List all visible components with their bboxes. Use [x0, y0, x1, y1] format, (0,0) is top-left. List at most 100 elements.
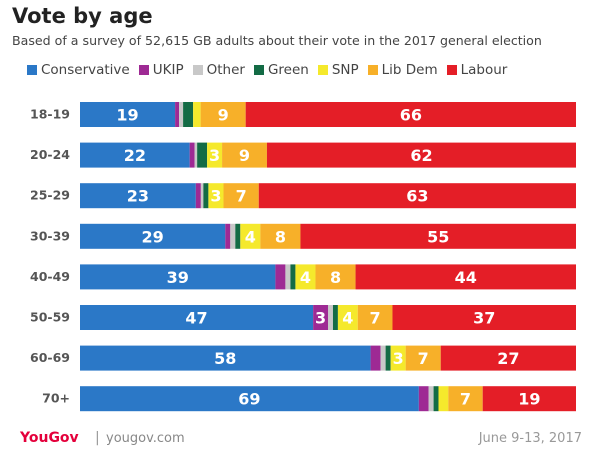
category-label: 60-69	[30, 350, 70, 365]
bar-segment-ukip	[418, 386, 429, 412]
legend-item-snp: SNP	[317, 62, 359, 78]
data-label: 4	[245, 227, 256, 246]
footer-separator: |	[95, 430, 100, 446]
bar-segment-conservative	[80, 305, 314, 330]
bar-segment-labour	[245, 102, 577, 127]
bar-segment-snp	[438, 386, 449, 412]
data-label: 4	[300, 268, 311, 287]
legend-label: Green	[267, 62, 309, 78]
bar-segment-green	[183, 102, 194, 127]
data-label: 9	[218, 106, 229, 125]
data-label: 27	[497, 349, 519, 368]
legend-item-ukip: UKIP	[138, 62, 184, 78]
legend-label: Other	[206, 62, 245, 78]
bar-segment-conservative	[80, 142, 190, 168]
bar-segment-green	[385, 345, 391, 371]
bar-segment-labour	[355, 264, 576, 290]
bar-segment-green	[235, 223, 241, 249]
bar-segment-conservative	[80, 264, 276, 290]
bar-segment-snp	[207, 142, 223, 168]
data-label: 23	[127, 187, 149, 206]
bar-segment-other	[194, 142, 198, 168]
data-label: 58	[214, 349, 236, 368]
category-label: 20-24	[30, 147, 70, 162]
data-label: 9	[239, 146, 250, 165]
data-label: 63	[406, 187, 428, 206]
data-label: 3	[210, 187, 221, 206]
bar-segment-conservative	[80, 386, 419, 412]
bar-segment-conservative	[80, 223, 226, 249]
bar-segment-ukip	[189, 142, 195, 168]
bar-segment-labour	[440, 345, 576, 371]
bar-segment-conservative	[80, 102, 176, 127]
data-label: 19	[518, 390, 540, 409]
bar-segment-other	[428, 386, 434, 412]
bar-segment-other	[200, 183, 204, 209]
bar-segment-lib-dem	[448, 386, 483, 412]
data-label: 55	[427, 227, 449, 246]
category-label: 40-49	[30, 269, 70, 284]
bar-segment-lib-dem	[357, 305, 393, 330]
bar-segment-lib-dem	[223, 183, 259, 209]
bar-segment-lib-dem	[200, 102, 246, 127]
legend-item-conservative: Conservative	[27, 62, 130, 78]
legend-swatch	[27, 65, 37, 75]
bar-segment-green	[332, 305, 338, 330]
legend-item-other: Other	[192, 62, 245, 78]
category-label: 18-19	[30, 107, 70, 122]
bar-segment-ukip	[275, 264, 286, 290]
bar-segment-snp	[337, 305, 358, 330]
legend-swatch	[446, 65, 457, 75]
footer-date: June 9-13, 2017	[478, 431, 582, 446]
bar-segment-lib-dem	[315, 264, 356, 290]
bar-segment-labour	[300, 223, 576, 249]
legend-label: SNP	[331, 62, 359, 78]
yougov-logo: YouGov	[20, 430, 79, 446]
legend-swatch	[367, 65, 378, 75]
data-label: 37	[473, 309, 495, 328]
bar-segment-green	[290, 264, 296, 290]
data-label: 3	[315, 309, 326, 328]
footer-url[interactable]: yougov.com	[106, 431, 185, 446]
bar-segment-ukip	[175, 102, 180, 127]
chart-legend: Conservative UKIP Other Green SNP Lib Dem Labo…	[27, 62, 516, 78]
data-label: 62	[410, 146, 432, 165]
bar-segment-other	[328, 305, 333, 330]
legend-label: Lib Dem	[381, 62, 438, 78]
data-label: 7	[418, 349, 429, 368]
legend-item-labour: Labour	[446, 62, 508, 78]
legend-swatch	[253, 65, 264, 75]
data-label: 8	[275, 227, 286, 246]
data-label: 66	[400, 106, 422, 125]
bar-segment-other	[380, 345, 386, 371]
bar-segment-labour	[258, 183, 576, 209]
bar-segment-green	[197, 142, 208, 168]
legend-item-green: Green	[253, 62, 309, 78]
category-label: 50-59	[30, 310, 70, 325]
data-label: 39	[167, 268, 189, 287]
legend-label: Labour	[460, 62, 508, 78]
bar-segment-snp	[295, 264, 316, 290]
data-label: 7	[370, 309, 381, 328]
bar-segment-other	[230, 223, 236, 249]
bar-segment-green	[433, 386, 439, 412]
bar-segment-labour	[392, 305, 576, 330]
legend-item-lib-dem: Lib Dem	[367, 62, 438, 78]
legend-swatch	[138, 65, 149, 75]
data-label: 7	[236, 187, 247, 206]
legend-swatch	[317, 65, 328, 75]
bar-segment-ukip	[370, 345, 381, 371]
data-label: 19	[116, 106, 138, 125]
bar-segment-conservative	[80, 345, 371, 371]
bar-segment-snp	[193, 102, 201, 127]
bar-segment-labour	[266, 142, 576, 168]
chart-subtitle: Based of a survey of 52,615 GB adults ab…	[12, 33, 542, 48]
legend-label: UKIP	[152, 62, 184, 78]
data-label: 47	[185, 309, 207, 328]
bar-segment-ukip	[225, 223, 231, 249]
bar-segment-snp	[240, 223, 261, 249]
bar-segment-conservative	[80, 183, 196, 209]
bar-segment-labour	[482, 386, 576, 412]
bar-segment-ukip	[313, 305, 328, 330]
